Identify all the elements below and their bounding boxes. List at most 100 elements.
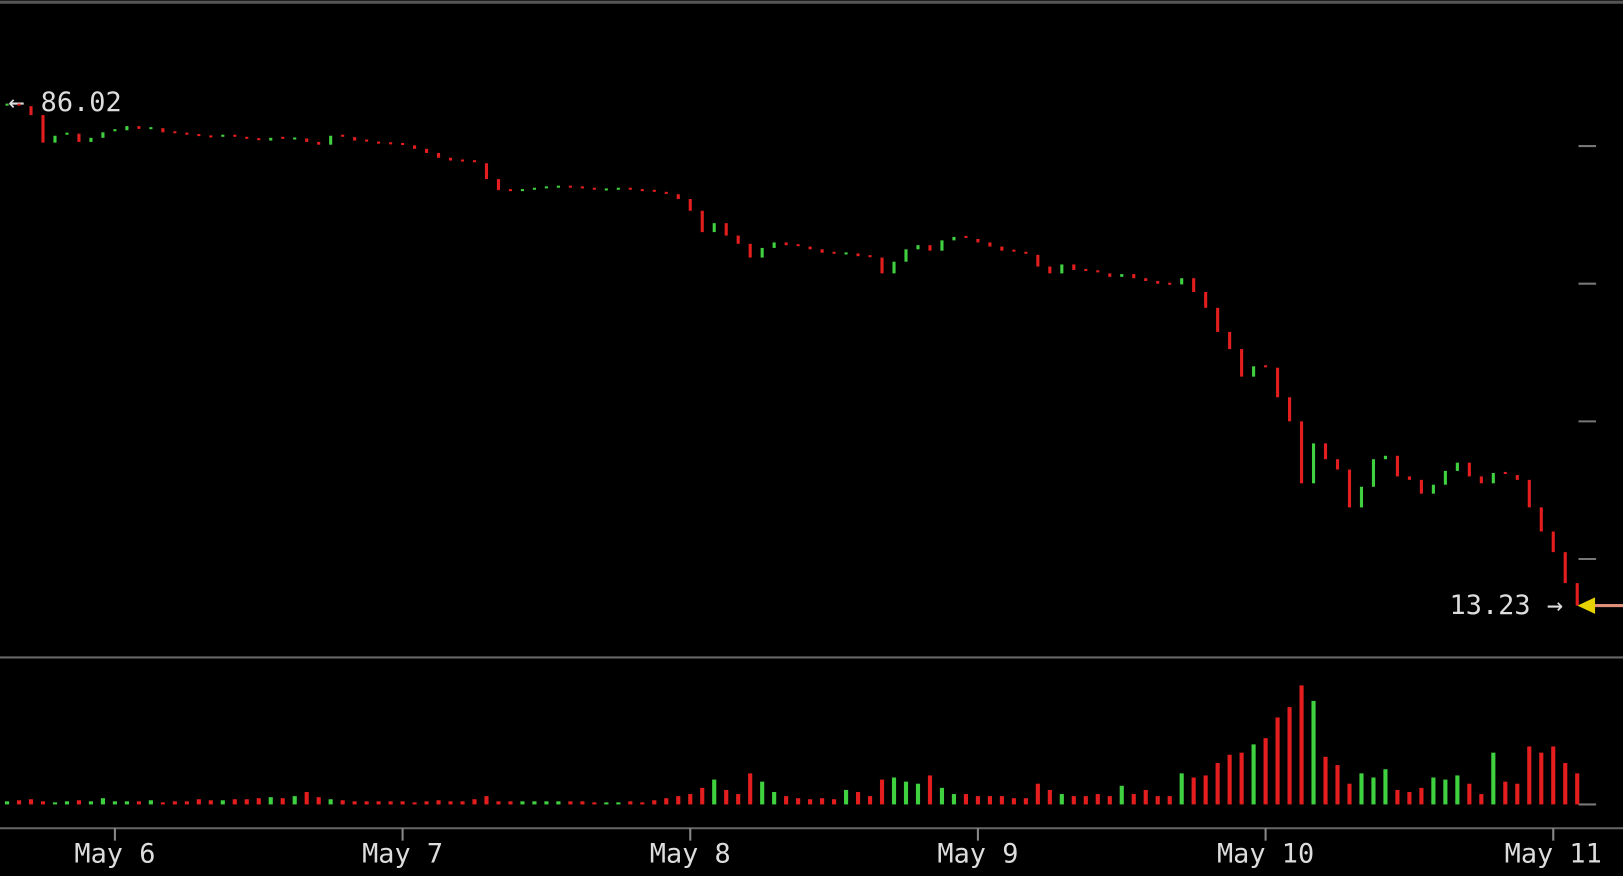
volume-bar <box>808 799 813 805</box>
volume-bar <box>472 799 477 805</box>
candle <box>796 244 800 247</box>
candle <box>1168 282 1172 285</box>
volume-bar <box>855 791 861 805</box>
candle <box>1072 264 1076 270</box>
volume-bar <box>592 802 597 805</box>
volume-bar <box>532 801 537 805</box>
candle <box>1527 479 1531 508</box>
volume-bar <box>76 800 82 805</box>
candle <box>101 132 105 138</box>
volume-bar <box>520 801 525 805</box>
volume-bar <box>304 791 309 805</box>
volume-bar <box>580 801 585 805</box>
candle <box>1503 471 1507 475</box>
candle <box>640 189 644 192</box>
candle <box>29 106 33 116</box>
volume-bar <box>1431 777 1436 805</box>
volume-bar <box>4 801 10 805</box>
volume-bar <box>88 801 94 805</box>
volume-bar <box>316 797 321 805</box>
volume-bar <box>136 801 141 805</box>
volume-bar <box>292 796 297 805</box>
volume-bar <box>1035 783 1040 805</box>
volume-bar <box>412 802 417 805</box>
candle <box>664 191 668 194</box>
volume-bar <box>844 789 849 805</box>
volume-bar <box>1563 763 1568 805</box>
candle <box>1192 278 1196 292</box>
volume-bar <box>1359 773 1364 805</box>
volume-bar <box>448 801 453 805</box>
candle <box>568 185 572 188</box>
volume-bar <box>1419 787 1424 805</box>
candle <box>1108 273 1112 277</box>
candle <box>425 148 429 153</box>
candle <box>1311 443 1316 484</box>
volume-bar <box>268 797 273 805</box>
candle <box>904 249 908 262</box>
candle <box>1144 278 1148 281</box>
candle <box>1407 476 1411 480</box>
candle <box>173 131 177 134</box>
candle <box>1299 421 1304 484</box>
candle <box>1323 443 1328 460</box>
candle <box>520 189 524 192</box>
candle <box>880 257 884 274</box>
volume-bar <box>1155 796 1160 805</box>
candle <box>5 103 9 106</box>
volume-bar <box>124 801 129 805</box>
volume-bar <box>1347 783 1352 805</box>
volume-bar <box>748 773 753 805</box>
volume-bar <box>867 796 873 805</box>
candle <box>281 136 285 139</box>
volume-bar <box>1515 783 1520 805</box>
volume-bar <box>184 801 189 805</box>
candle <box>1156 280 1160 284</box>
volume-bar <box>1407 791 1412 805</box>
volume-bar <box>1239 752 1244 805</box>
candle <box>436 152 441 158</box>
volume-bar <box>1071 796 1076 805</box>
volume-bar <box>724 789 729 805</box>
candle <box>772 242 776 248</box>
volume-bar <box>172 801 177 805</box>
candle <box>65 132 69 135</box>
volume-bar <box>676 796 681 805</box>
candle <box>1216 307 1220 332</box>
candle <box>748 243 752 258</box>
volume-bar <box>1143 789 1148 805</box>
candle <box>652 189 656 192</box>
volume-bar <box>700 787 705 805</box>
candle <box>269 137 273 141</box>
volume-bar <box>1251 744 1256 805</box>
last-price-marker <box>1577 597 1596 614</box>
candle <box>1240 349 1244 377</box>
candle <box>389 142 393 145</box>
candle <box>1228 331 1232 350</box>
volume-bar <box>1107 796 1112 805</box>
volume-bar <box>112 801 117 805</box>
volume-bar <box>220 800 225 805</box>
volume-bar <box>40 801 46 805</box>
volume-bar <box>1479 794 1484 805</box>
candle <box>964 235 968 238</box>
volume-bar <box>987 796 992 805</box>
volume-bar <box>688 794 693 805</box>
candle <box>1012 249 1016 252</box>
volume-bar <box>352 801 357 805</box>
x-tick-label: May 11 <box>1505 839 1602 870</box>
volume-bar <box>64 801 70 805</box>
x-tick-label: May 10 <box>1217 839 1314 870</box>
volume-bar <box>664 798 669 805</box>
candle <box>317 141 321 145</box>
volume-bar <box>364 801 369 805</box>
volume-bar <box>652 800 657 805</box>
candle <box>1479 476 1483 484</box>
volume-bar <box>376 801 381 805</box>
candle <box>508 189 513 192</box>
candle <box>460 159 465 162</box>
volume-bar <box>28 799 34 805</box>
candle <box>197 134 201 137</box>
volume-bar <box>1323 756 1328 805</box>
volume-bar <box>244 799 249 805</box>
